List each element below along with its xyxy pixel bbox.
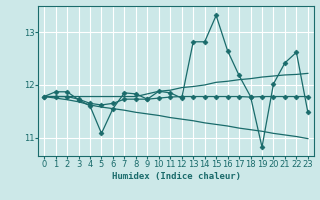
X-axis label: Humidex (Indice chaleur): Humidex (Indice chaleur) [111,172,241,181]
